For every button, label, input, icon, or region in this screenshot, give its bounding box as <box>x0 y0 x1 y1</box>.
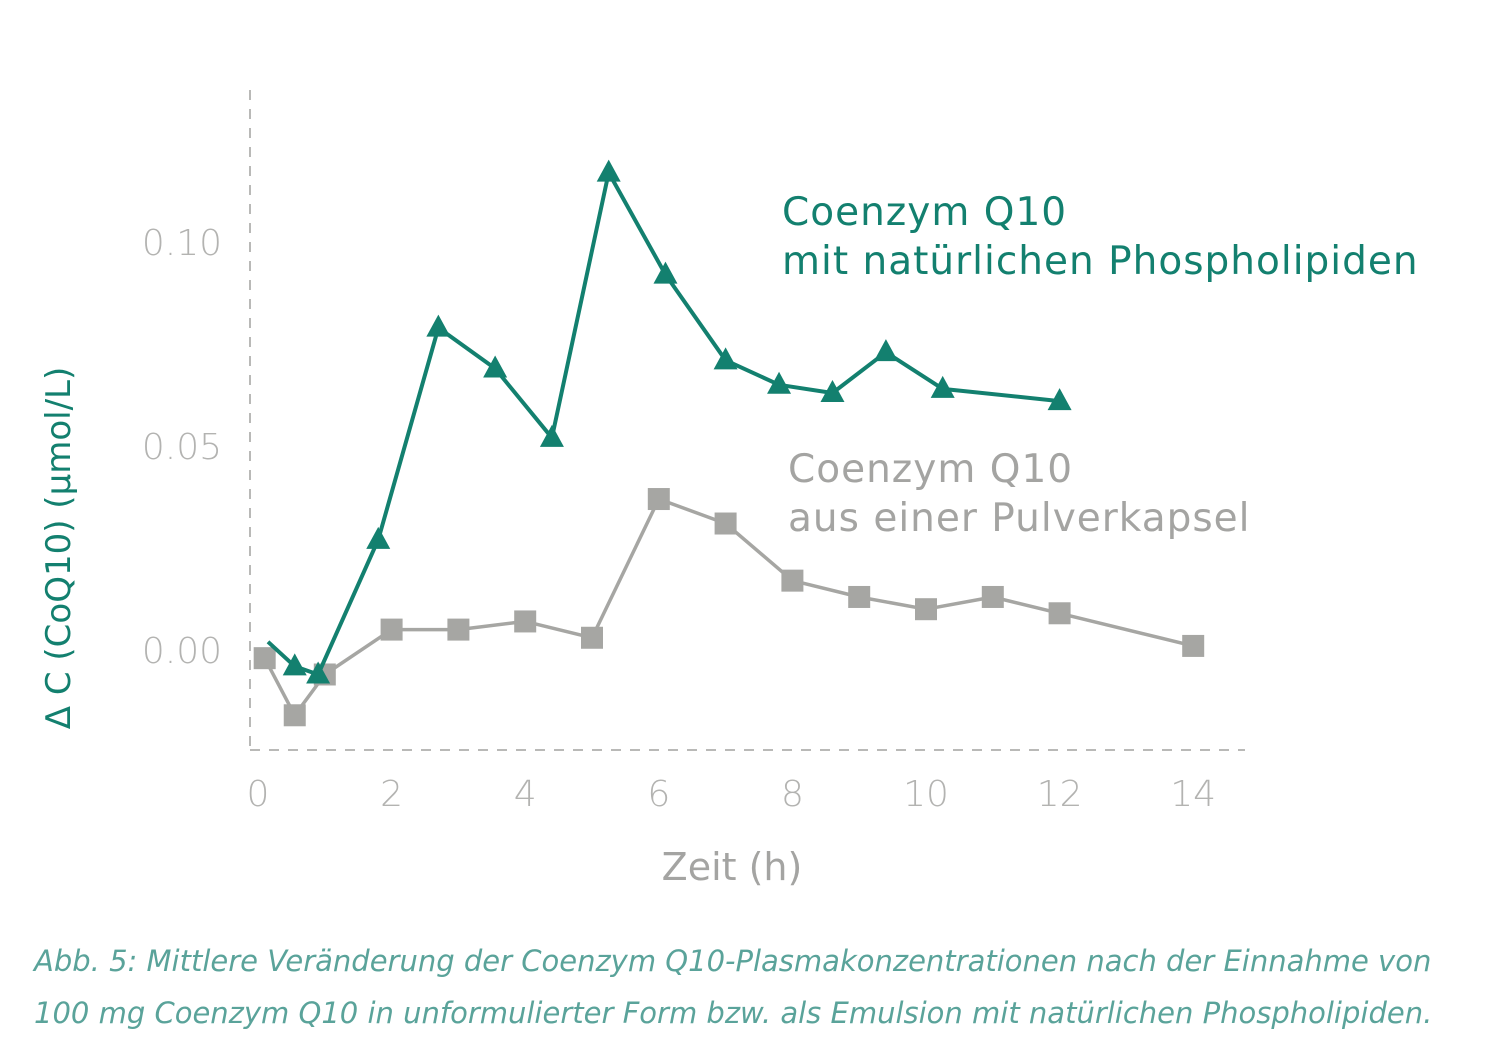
series-label-powder-line1: Coenzym Q10 <box>788 447 1073 492</box>
data-point-powder <box>647 488 670 511</box>
y-tick-label: 0.10 <box>142 223 222 264</box>
y-tick-label: 0.00 <box>142 631 222 672</box>
data-point-phospholipid <box>767 371 792 394</box>
series-label-phospholipid-line2: mit natürlichen Phospholipiden <box>782 239 1419 284</box>
data-point-powder <box>915 598 937 621</box>
series-label-phospholipid-line1: Coenzym Q10 <box>782 190 1067 235</box>
data-point-powder <box>514 610 537 633</box>
data-point-powder <box>283 704 306 727</box>
caption-line-2: 100 mg Coenzym Q10 in unformulierter For… <box>34 996 1433 1030</box>
data-point-powder <box>848 585 871 608</box>
data-point-phospholipid <box>820 379 845 402</box>
data-point-phospholipid <box>873 339 898 362</box>
x-tick-label: 10 <box>903 774 949 815</box>
data-point-powder <box>781 569 804 592</box>
series-label-powder: Coenzym Q10 aus einer Pulverkapsel <box>788 447 1251 541</box>
x-tick-label: 12 <box>1037 774 1083 815</box>
y-tick-labels: 0.00 0.05 0.10 <box>142 223 222 672</box>
caption-line-1: Abb. 5: Mittlere Veränderung der Coenzym… <box>34 944 1432 978</box>
data-point-phospholipid <box>306 661 331 684</box>
series-phospholipid <box>266 159 1072 684</box>
chart-plot-area: 0 2 4 6 8 10 12 14 0.00 0.05 0.10 Zeit (h) Δ C (C… <box>39 90 1419 889</box>
data-point-powder <box>1048 602 1071 625</box>
data-point-phospholipid <box>539 424 564 447</box>
x-tick-label: 8 <box>781 774 804 815</box>
x-tick-label: 6 <box>647 774 670 815</box>
x-tick-label: 0 <box>247 774 270 815</box>
figure-caption: Abb. 5: Mittlere Veränderung der Coenzym… <box>34 935 1494 1039</box>
data-point-powder <box>581 626 603 649</box>
data-point-phospholipid <box>426 314 451 337</box>
x-tick-label: 4 <box>514 774 537 815</box>
data-point-phospholipid <box>713 347 738 370</box>
series-label-powder-line2: aus einer Pulverkapsel <box>788 496 1251 541</box>
x-tick-label: 2 <box>380 774 403 815</box>
data-point-phospholipid <box>596 159 621 182</box>
data-point-phospholipid <box>282 653 307 676</box>
data-point-powder <box>253 647 276 670</box>
data-point-powder <box>714 512 737 535</box>
y-axis-label: Δ C (CoQ10) (µmol/L) <box>39 367 79 729</box>
series-label-phospholipid: Coenzym Q10 mit natürlichen Phospholipid… <box>782 190 1419 284</box>
x-tick-labels: 0 2 4 6 8 10 12 14 <box>247 774 1217 815</box>
data-point-powder <box>447 618 470 641</box>
data-point-powder <box>380 618 403 641</box>
data-point-phospholipid <box>653 261 678 284</box>
data-point-powder <box>981 585 1004 608</box>
data-point-phospholipid <box>366 526 391 549</box>
x-axis-label: Zeit (h) <box>662 845 803 889</box>
data-point-powder <box>1182 634 1205 657</box>
series-layer <box>253 159 1205 727</box>
data-point-phospholipid <box>930 375 955 398</box>
data-point-phospholipid <box>1047 388 1072 411</box>
x-tick-label: 14 <box>1170 774 1216 815</box>
data-point-phospholipid <box>483 355 508 378</box>
y-tick-label: 0.05 <box>142 427 222 468</box>
